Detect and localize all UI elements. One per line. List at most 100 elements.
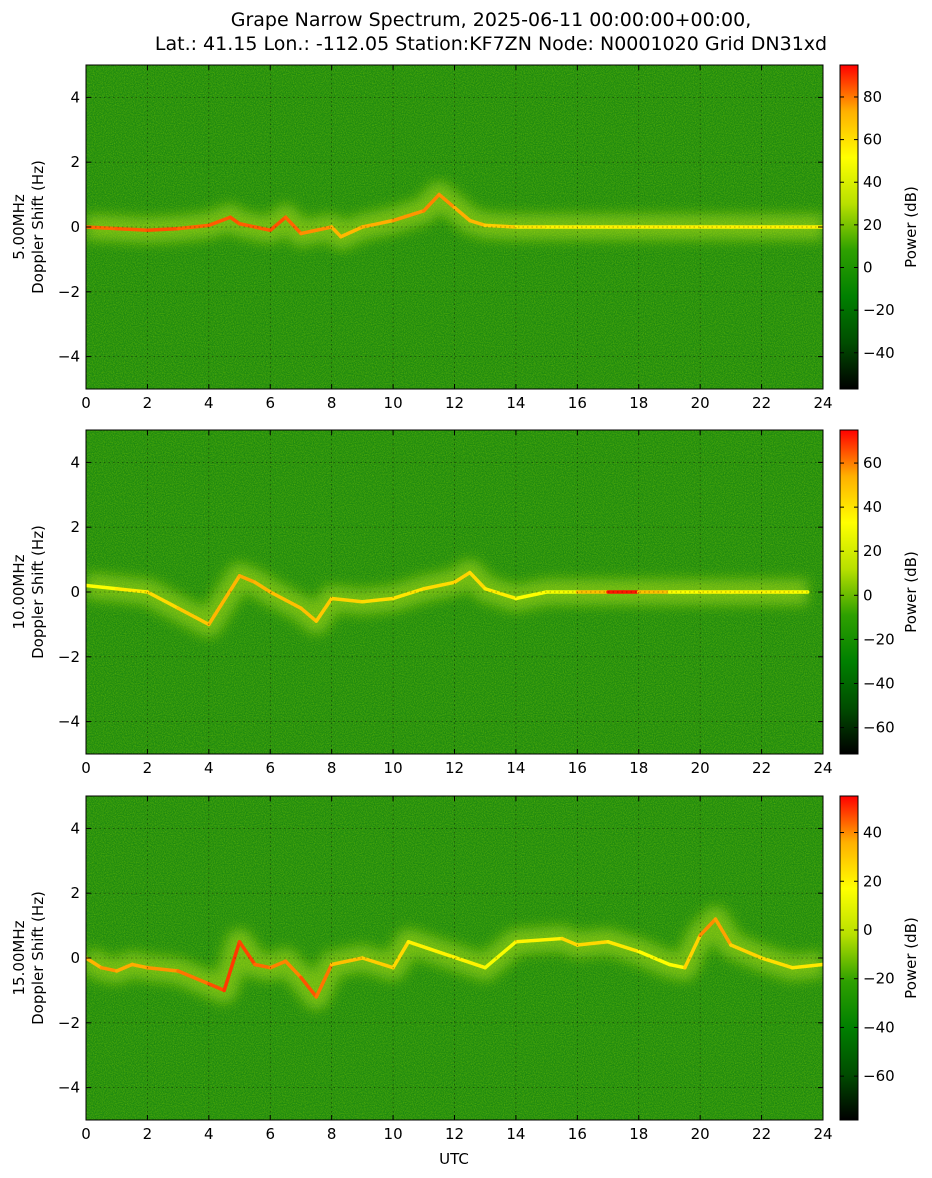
colorbar-label: Power (dB) (902, 917, 920, 999)
x-tick-label: 0 (81, 394, 91, 412)
doppler-trace-segment (437, 192, 457, 210)
x-tick-label: 18 (629, 759, 648, 777)
doppler-trace-segment (207, 574, 242, 627)
x-tick-label: 6 (265, 394, 275, 412)
x-tick-label: 22 (752, 759, 771, 777)
y-tick-label: −4 (58, 713, 80, 731)
doppler-trace-segment (237, 940, 257, 967)
doppler-trace-segment (299, 606, 319, 623)
doppler-trace-segment (145, 965, 180, 973)
figure-title-line1: Grape Narrow Spectrum, 2025-06-11 00:00:… (231, 9, 752, 31)
colorbar-tick-label: 60 (863, 131, 882, 149)
doppler-trace-segment (268, 959, 288, 970)
doppler-trace-segment (560, 936, 580, 947)
x-tick-label: 14 (506, 1125, 525, 1143)
doppler-trace (86, 559, 810, 638)
doppler-trace-segment (759, 956, 795, 970)
doppler-trace-segment (391, 587, 426, 601)
colorbar-tick-label: 80 (863, 88, 882, 106)
y-tick-label: 2 (70, 518, 80, 536)
colorbar-tick-label: −40 (863, 674, 895, 692)
x-tick-label: 14 (506, 394, 525, 412)
y-tick-label: 0 (70, 583, 80, 601)
doppler-trace-segment (86, 956, 104, 970)
doppler-trace-segment (283, 959, 303, 980)
doppler-trace-segment (283, 215, 303, 236)
x-tick-label: 12 (445, 1125, 464, 1143)
colorbar-tick-label: −40 (863, 1018, 895, 1036)
x-tick-label: 22 (752, 1125, 771, 1143)
doppler-trace-segment (268, 215, 288, 232)
x-tick-label: 8 (327, 1125, 337, 1143)
colorbar: 40 20 0 −20 −40 −60 Power (dB) (839, 795, 920, 1121)
doppler-trace-segment (176, 606, 211, 627)
y-tick-label: 0 (70, 218, 80, 236)
doppler-trace-segment (114, 587, 150, 594)
y-axis-label-band: 15.00MHz (10, 920, 28, 995)
doppler-trace-segment (698, 917, 718, 938)
doppler-trace-segment (145, 590, 180, 610)
doppler-trace-segment (228, 215, 242, 226)
colorbar-gradient (839, 429, 859, 755)
doppler-trace-segment (360, 956, 395, 970)
colorbar-tick-label: −20 (863, 301, 895, 319)
doppler-trace-segment (329, 225, 343, 239)
doppler-trace-segment (329, 596, 365, 604)
y-tick-label: 4 (70, 819, 80, 837)
colorbar-tick-label: 0 (863, 586, 873, 604)
doppler-trace-segment (329, 956, 365, 967)
doppler-trace-segment (314, 596, 334, 623)
doppler-trace-segment (713, 917, 733, 947)
x-tick-label: 24 (813, 394, 832, 412)
x-tick-label: 6 (265, 759, 275, 777)
doppler-trace-segment (514, 936, 564, 944)
doppler-trace-segment (729, 943, 764, 960)
doppler-trace (86, 181, 823, 250)
x-tick-label: 14 (506, 759, 525, 777)
x-tick-label: 12 (445, 394, 464, 412)
x-tick-label: 2 (143, 759, 153, 777)
doppler-trace-segment (253, 962, 272, 970)
doppler-trace-segment (391, 940, 411, 970)
x-tick-label: 20 (691, 1125, 710, 1143)
x-tick-label: 4 (204, 394, 214, 412)
doppler-trace-segment (268, 590, 303, 610)
colorbar-label: Power (dB) (902, 551, 920, 633)
x-tick-label: 20 (691, 759, 710, 777)
doppler-trace-segment (468, 218, 487, 228)
colorbar-tick-label: 0 (863, 259, 873, 277)
doppler-trace-segment (339, 225, 365, 239)
doppler-trace-segment (667, 962, 687, 970)
colorbar-tick-label: −60 (863, 719, 895, 737)
x-tick-label: 24 (813, 759, 832, 777)
doppler-trace-segment (483, 940, 518, 970)
doppler-trace-segment (360, 596, 395, 604)
colorbar-gradient (839, 64, 859, 390)
x-tick-label: 24 (813, 1125, 832, 1143)
y-tick-label: 4 (70, 453, 80, 471)
doppler-trace-segment (452, 205, 472, 223)
doppler-trace-segment (606, 940, 641, 954)
doppler-trace-segment (176, 969, 211, 986)
x-tick-label: 16 (568, 394, 587, 412)
colorbar-tick-label: 40 (863, 824, 882, 842)
y-tick-label: 0 (70, 949, 80, 967)
y-tick-label: −4 (58, 348, 80, 366)
doppler-trace-segment (683, 933, 702, 970)
x-tick-label: 18 (629, 1125, 648, 1143)
doppler-trace-segment (422, 192, 441, 213)
y-tick-label: 2 (70, 153, 80, 171)
x-axis-label: UTC (439, 1150, 469, 1168)
y-tick-label: 4 (70, 88, 80, 106)
doppler-trace-segment (790, 962, 823, 970)
doppler-trace-segment (207, 982, 226, 993)
x-tick-label: 10 (384, 394, 403, 412)
colorbar-tick-label: 40 (863, 498, 882, 516)
doppler-trace-segment (406, 940, 487, 970)
x-tick-label: 4 (204, 759, 214, 777)
x-tick-label: 10 (384, 759, 403, 777)
doppler-trace-segment (299, 225, 334, 236)
